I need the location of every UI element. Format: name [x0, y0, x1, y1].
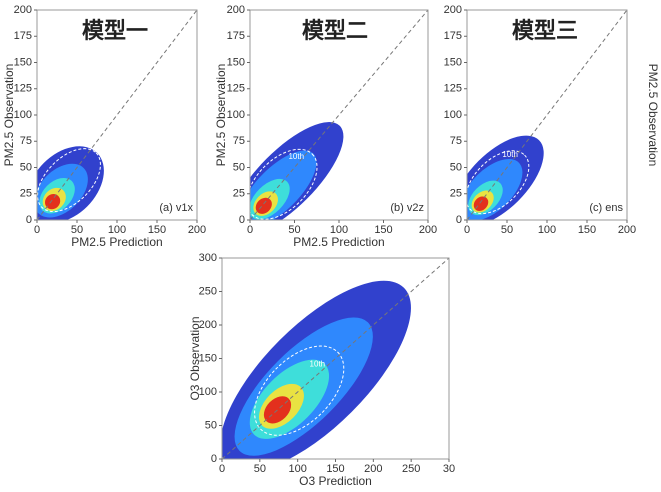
y-tick-label: 175	[227, 30, 245, 42]
y-tick-label: 200	[14, 4, 32, 16]
y-tick-label: 150	[199, 352, 217, 364]
panel-title: 模型二	[302, 18, 368, 44]
y-tick-label: 150	[227, 56, 245, 68]
density-layer	[255, 197, 272, 214]
y-tick-label: 125	[14, 83, 32, 95]
y-tick-label: 175	[444, 30, 462, 42]
y-tick-label: 100	[227, 109, 245, 121]
one-to-one	[466, 9, 628, 221]
density-layer	[473, 196, 489, 211]
y-axis-label: O3 Observation	[188, 316, 202, 400]
y-tick-label: 100	[14, 109, 32, 121]
x-axis-label: PM2.5 Prediction	[71, 235, 162, 249]
x-tick-label: 50	[254, 463, 266, 475]
y-tick-label: 100	[444, 109, 462, 121]
panel-title: 模型一	[82, 18, 148, 44]
contour	[467, 150, 530, 215]
contour-label: 10th	[502, 150, 518, 159]
x-tick-label: 30	[443, 463, 455, 475]
panel-annotation: (a) v1x	[159, 202, 193, 214]
y-axis-label: PM2.5 Observation	[214, 64, 228, 167]
x-tick-label: 50	[288, 224, 300, 236]
density	[37, 146, 104, 220]
y-axis-label: PM2.5 Observation	[646, 64, 660, 167]
x-tick-label: 200	[188, 224, 206, 236]
x-tick-label: 50	[501, 224, 513, 236]
y-tick-label: 75	[233, 135, 245, 147]
x-tick-label: 50	[71, 224, 83, 236]
y-tick-label: 150	[444, 56, 462, 68]
y-tick-label: 200	[444, 4, 462, 16]
x-tick-label: 150	[578, 224, 596, 236]
one-to-one	[36, 9, 198, 221]
y-tick-label: 75	[20, 135, 32, 147]
x-tick-label: 150	[374, 224, 392, 236]
y-tick-label: 0	[239, 214, 245, 226]
y-tick-label: 50	[233, 161, 245, 173]
y-tick-label: 0	[26, 214, 32, 226]
y-tick-label: 50	[450, 161, 462, 173]
y-tick-label: 25	[233, 188, 245, 200]
x-tick-label: 150	[326, 463, 344, 475]
one-to-one	[249, 9, 429, 221]
x-tick-label: 100	[330, 224, 348, 236]
y-tick-label: 50	[20, 161, 32, 173]
x-tick-label: 200	[618, 224, 636, 236]
y-tick-label: 125	[227, 83, 245, 95]
x-tick-label: 0	[464, 224, 470, 236]
contour	[250, 148, 318, 220]
x-tick-label: 0	[34, 224, 40, 236]
y-tick-label: 175	[14, 30, 32, 42]
y-tick-label: 0	[456, 214, 462, 226]
x-tick-label: 100	[538, 224, 556, 236]
x-tick-label: 0	[219, 463, 225, 475]
y-tick-label: 0	[211, 453, 217, 465]
x-axis-label: O3 Prediction	[299, 474, 372, 488]
x-tick-label: 150	[148, 224, 166, 236]
y-tick-label: 25	[450, 188, 462, 200]
x-tick-label: 100	[108, 224, 126, 236]
y-tick-label: 200	[199, 319, 217, 331]
y-tick-label: 50	[205, 419, 217, 431]
x-tick-label: 200	[419, 224, 437, 236]
panel-annotation: (b) v2z	[390, 202, 424, 214]
density-layer	[45, 194, 61, 210]
y-axis-label: PM2.5 Observation	[2, 64, 16, 167]
contour	[37, 148, 101, 213]
contour-label: 10th	[310, 360, 326, 369]
y-tick-label: 250	[199, 285, 217, 297]
contour-label: 10th	[288, 152, 304, 161]
y-tick-label: 200	[227, 4, 245, 16]
y-tick-label: 125	[444, 83, 462, 95]
y-tick-label: 100	[199, 386, 217, 398]
y-tick-label: 25	[20, 188, 32, 200]
panel-annotation: (c) ens	[589, 202, 623, 214]
one-to-one	[221, 257, 450, 460]
x-tick-label: 200	[364, 463, 382, 475]
x-tick-label: 0	[247, 224, 253, 236]
x-tick-label: 100	[288, 463, 306, 475]
density-layer	[263, 396, 292, 424]
density	[250, 122, 344, 220]
panel-title: 模型三	[512, 18, 578, 44]
y-tick-label: 75	[450, 135, 462, 147]
y-tick-label: 300	[199, 252, 217, 264]
x-axis-label: PM2.5 Prediction	[293, 235, 384, 249]
y-tick-label: 150	[14, 56, 32, 68]
x-tick-label: 250	[402, 463, 420, 475]
contour	[254, 345, 345, 436]
